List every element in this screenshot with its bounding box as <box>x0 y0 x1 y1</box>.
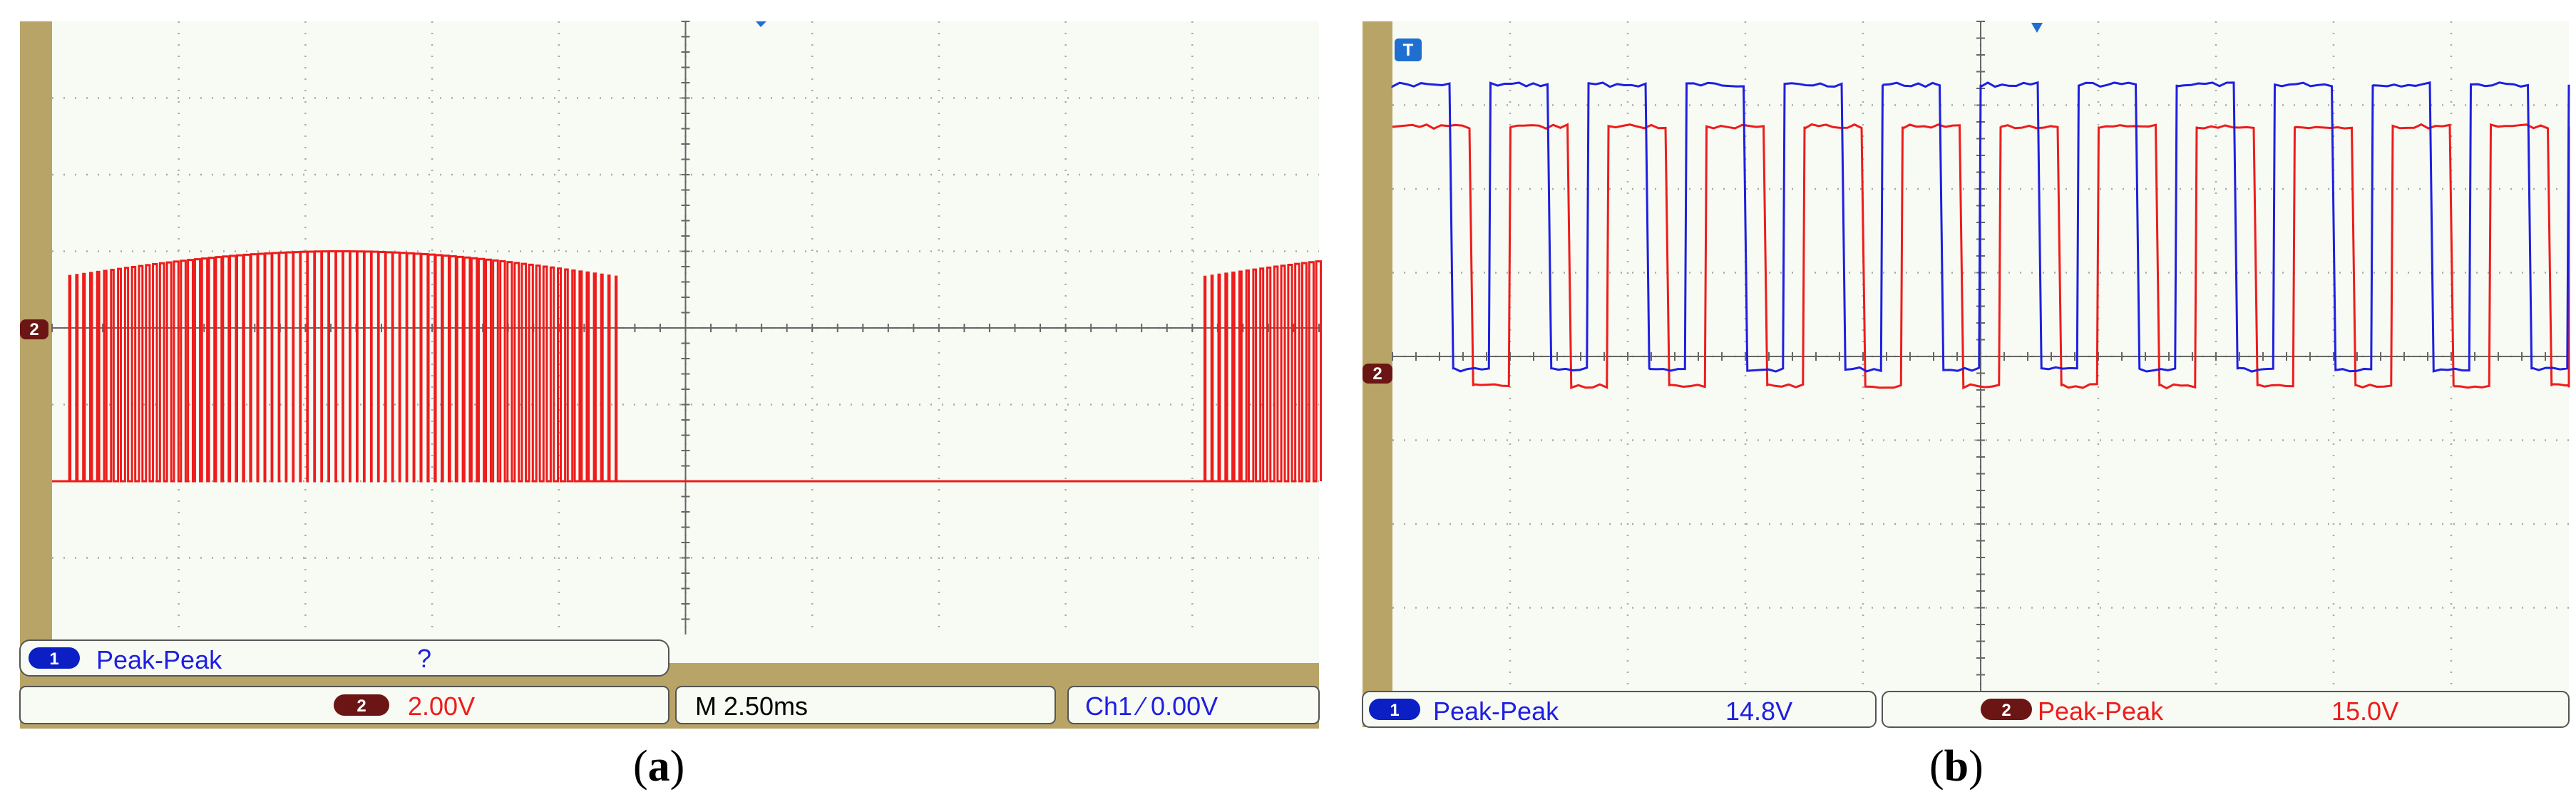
caption-b-letter: b <box>1944 742 1969 791</box>
ch2-badge-b <box>1981 699 2032 720</box>
ch2-scale-a: 2.00V <box>408 692 475 721</box>
trigger-setting-a: Ch1 ⁄ 0.00V <box>1085 692 1218 721</box>
ch1-measure-value-b: 14.8V <box>1725 697 1792 726</box>
ch2-waveform-b <box>1392 123 2570 390</box>
trigger-position-marker-a <box>756 21 766 27</box>
ch1-trace-b <box>1391 81 2570 373</box>
measure-value-a: ? <box>417 644 431 673</box>
caption-a-open: ( <box>633 742 648 791</box>
scope-panel-b: T 2 1 Peak-Peak 14.8V 2 Peak-Peak 15.0V <box>1362 21 2570 728</box>
trigger-position-marker-b <box>2031 23 2043 33</box>
scope-panel-a: 2 1 Peak-Peak ? 2 2.00V M 2.50ms Ch1 ⁄ 0… <box>19 21 1322 729</box>
ch2-trace-b <box>1392 123 2570 390</box>
caption-b: (b) <box>1929 741 1984 792</box>
timebase-a: M 2.50ms <box>695 692 808 721</box>
svg-text:2: 2 <box>29 320 39 339</box>
ch2-badge-a <box>334 694 389 716</box>
ch2-badge-label-a: 2 <box>356 697 366 716</box>
caption-b-open: ( <box>1929 742 1944 791</box>
ch2-ground-marker-b: 2 <box>1363 364 1392 384</box>
ch2-measure-label-b: Peak-Peak <box>2038 697 2164 726</box>
ch1-badge-label-a: 1 <box>49 649 58 669</box>
ch2-trace-a <box>52 250 1322 483</box>
caption-a: (a) <box>633 741 684 792</box>
caption-a-close: ) <box>669 742 685 791</box>
ch2-badge-label-b: 2 <box>2001 701 2011 720</box>
svg-text:T: T <box>1403 41 1414 60</box>
measurement-bar-b: 1 Peak-Peak 14.8V 2 Peak-Peak 15.0V <box>1362 691 2570 728</box>
ch1-badge-a <box>29 647 80 669</box>
caption-a-letter: a <box>647 742 670 791</box>
trigger-level-marker-b: T <box>1395 38 1422 61</box>
measure-label-a: Peak-Peak <box>96 645 222 674</box>
caption-b-close: ) <box>1969 742 1984 791</box>
ch1-waveform-b <box>1391 81 2570 373</box>
ch2-waveform-a <box>52 250 1322 483</box>
ch1-badge-label-b: 1 <box>1390 701 1399 720</box>
ch2-ground-marker-a: 2 <box>20 319 48 339</box>
status-bar-a: 2 2.00V M 2.50ms Ch1 ⁄ 0.00V <box>19 686 1320 724</box>
measurement-row-a: 1 Peak-Peak ? <box>19 639 669 677</box>
svg-text:2: 2 <box>1372 364 1382 384</box>
ch1-badge-b <box>1369 699 1420 720</box>
ch2-measure-value-b: 15.0V <box>2331 697 2398 726</box>
ch1-measure-label-b: Peak-Peak <box>1433 697 1559 726</box>
